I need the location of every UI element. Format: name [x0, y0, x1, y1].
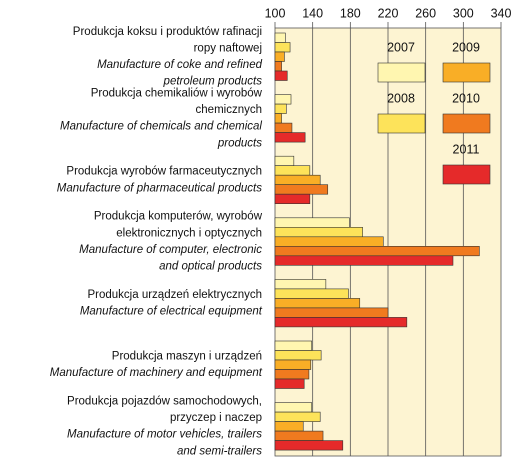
bar [274, 236, 384, 247]
legend-label: 2009 [452, 40, 480, 54]
category-label: ropy naftowej [194, 42, 262, 54]
bar [274, 184, 329, 195]
x-tick-label: 100 [265, 6, 286, 20]
bar [274, 61, 282, 72]
category-label: Produkcja pojazdów samochodowych, [67, 395, 262, 407]
legend-swatch [442, 164, 491, 185]
bar [274, 246, 480, 257]
bar [274, 421, 304, 432]
category-label: Produkcja komputerów, wyrobów [94, 211, 263, 223]
x-tick-label: 180 [340, 6, 361, 20]
bar [274, 440, 344, 451]
legend-swatch [442, 62, 491, 83]
category-label: Manufacture of computer, electronic [79, 244, 262, 256]
legend-swatch [377, 62, 426, 83]
category-label: products [217, 137, 262, 149]
category-label: Manufacture of electrical equipment [80, 305, 263, 317]
legend-label: 2008 [387, 91, 415, 105]
bar [274, 217, 350, 228]
legend-label: 2011 [453, 142, 480, 156]
bar [274, 227, 363, 238]
category-label: petroleum products [163, 76, 263, 88]
x-tick-label: 140 [302, 6, 323, 20]
category-label: elektronicznych i optycznych [116, 227, 262, 239]
x-tick-label: 340 [491, 6, 512, 20]
category-label: and optical products [159, 260, 262, 272]
category-label: Manufacture of motor vehicles, trailers [67, 429, 262, 441]
bar [274, 42, 291, 53]
category-label: Produkcja koksu i produktów rafinacji [73, 26, 262, 38]
x-tick-label: 300 [453, 6, 474, 20]
category-label: Produkcja urządzeń elektrycznych [88, 289, 263, 301]
bar [274, 51, 285, 62]
bar [274, 132, 306, 143]
category-label: Produkcja wyrobów farmaceutycznych [66, 166, 262, 178]
bar [274, 350, 322, 361]
bar [274, 113, 282, 124]
bar [274, 155, 295, 166]
bar [274, 369, 310, 380]
bar [274, 307, 389, 318]
bar [274, 359, 312, 370]
bar [274, 94, 292, 105]
bar [274, 279, 327, 290]
bar [274, 340, 313, 351]
category-label: przyczep i naczep [170, 412, 262, 424]
legend-label: 2010 [452, 91, 480, 105]
bar [274, 378, 305, 389]
category-label: Manufacture of chemicals and chemical [60, 121, 262, 133]
bar [274, 430, 324, 441]
bar [274, 165, 311, 176]
bar [274, 32, 286, 43]
bar [274, 411, 321, 422]
bar [274, 193, 311, 204]
category-label: Produkcja maszyn i urządzeń [112, 350, 262, 362]
bar [274, 122, 293, 133]
bar [274, 255, 454, 266]
legend-swatch [377, 113, 426, 134]
category-label: Produkcja chemikaliów i wyrobów [91, 87, 263, 99]
category-label: chemicznych [196, 104, 262, 116]
category-label: Manufacture of coke and refined [97, 59, 263, 71]
bar [274, 70, 288, 81]
x-tick-label: 260 [415, 6, 436, 20]
bar [274, 402, 313, 413]
category-label: Manufacture of machinery and equipment [50, 367, 263, 379]
bar [274, 174, 321, 185]
legend-label: 2007 [387, 40, 415, 54]
bar [274, 288, 349, 299]
x-tick-label: 220 [378, 6, 399, 20]
category-label: and semi-trailers [177, 445, 262, 457]
bar [274, 103, 287, 114]
bar [274, 298, 361, 309]
legend-swatch [442, 113, 491, 134]
bar [274, 317, 408, 328]
category-label: Manufacture of pharmaceutical products [57, 182, 262, 194]
